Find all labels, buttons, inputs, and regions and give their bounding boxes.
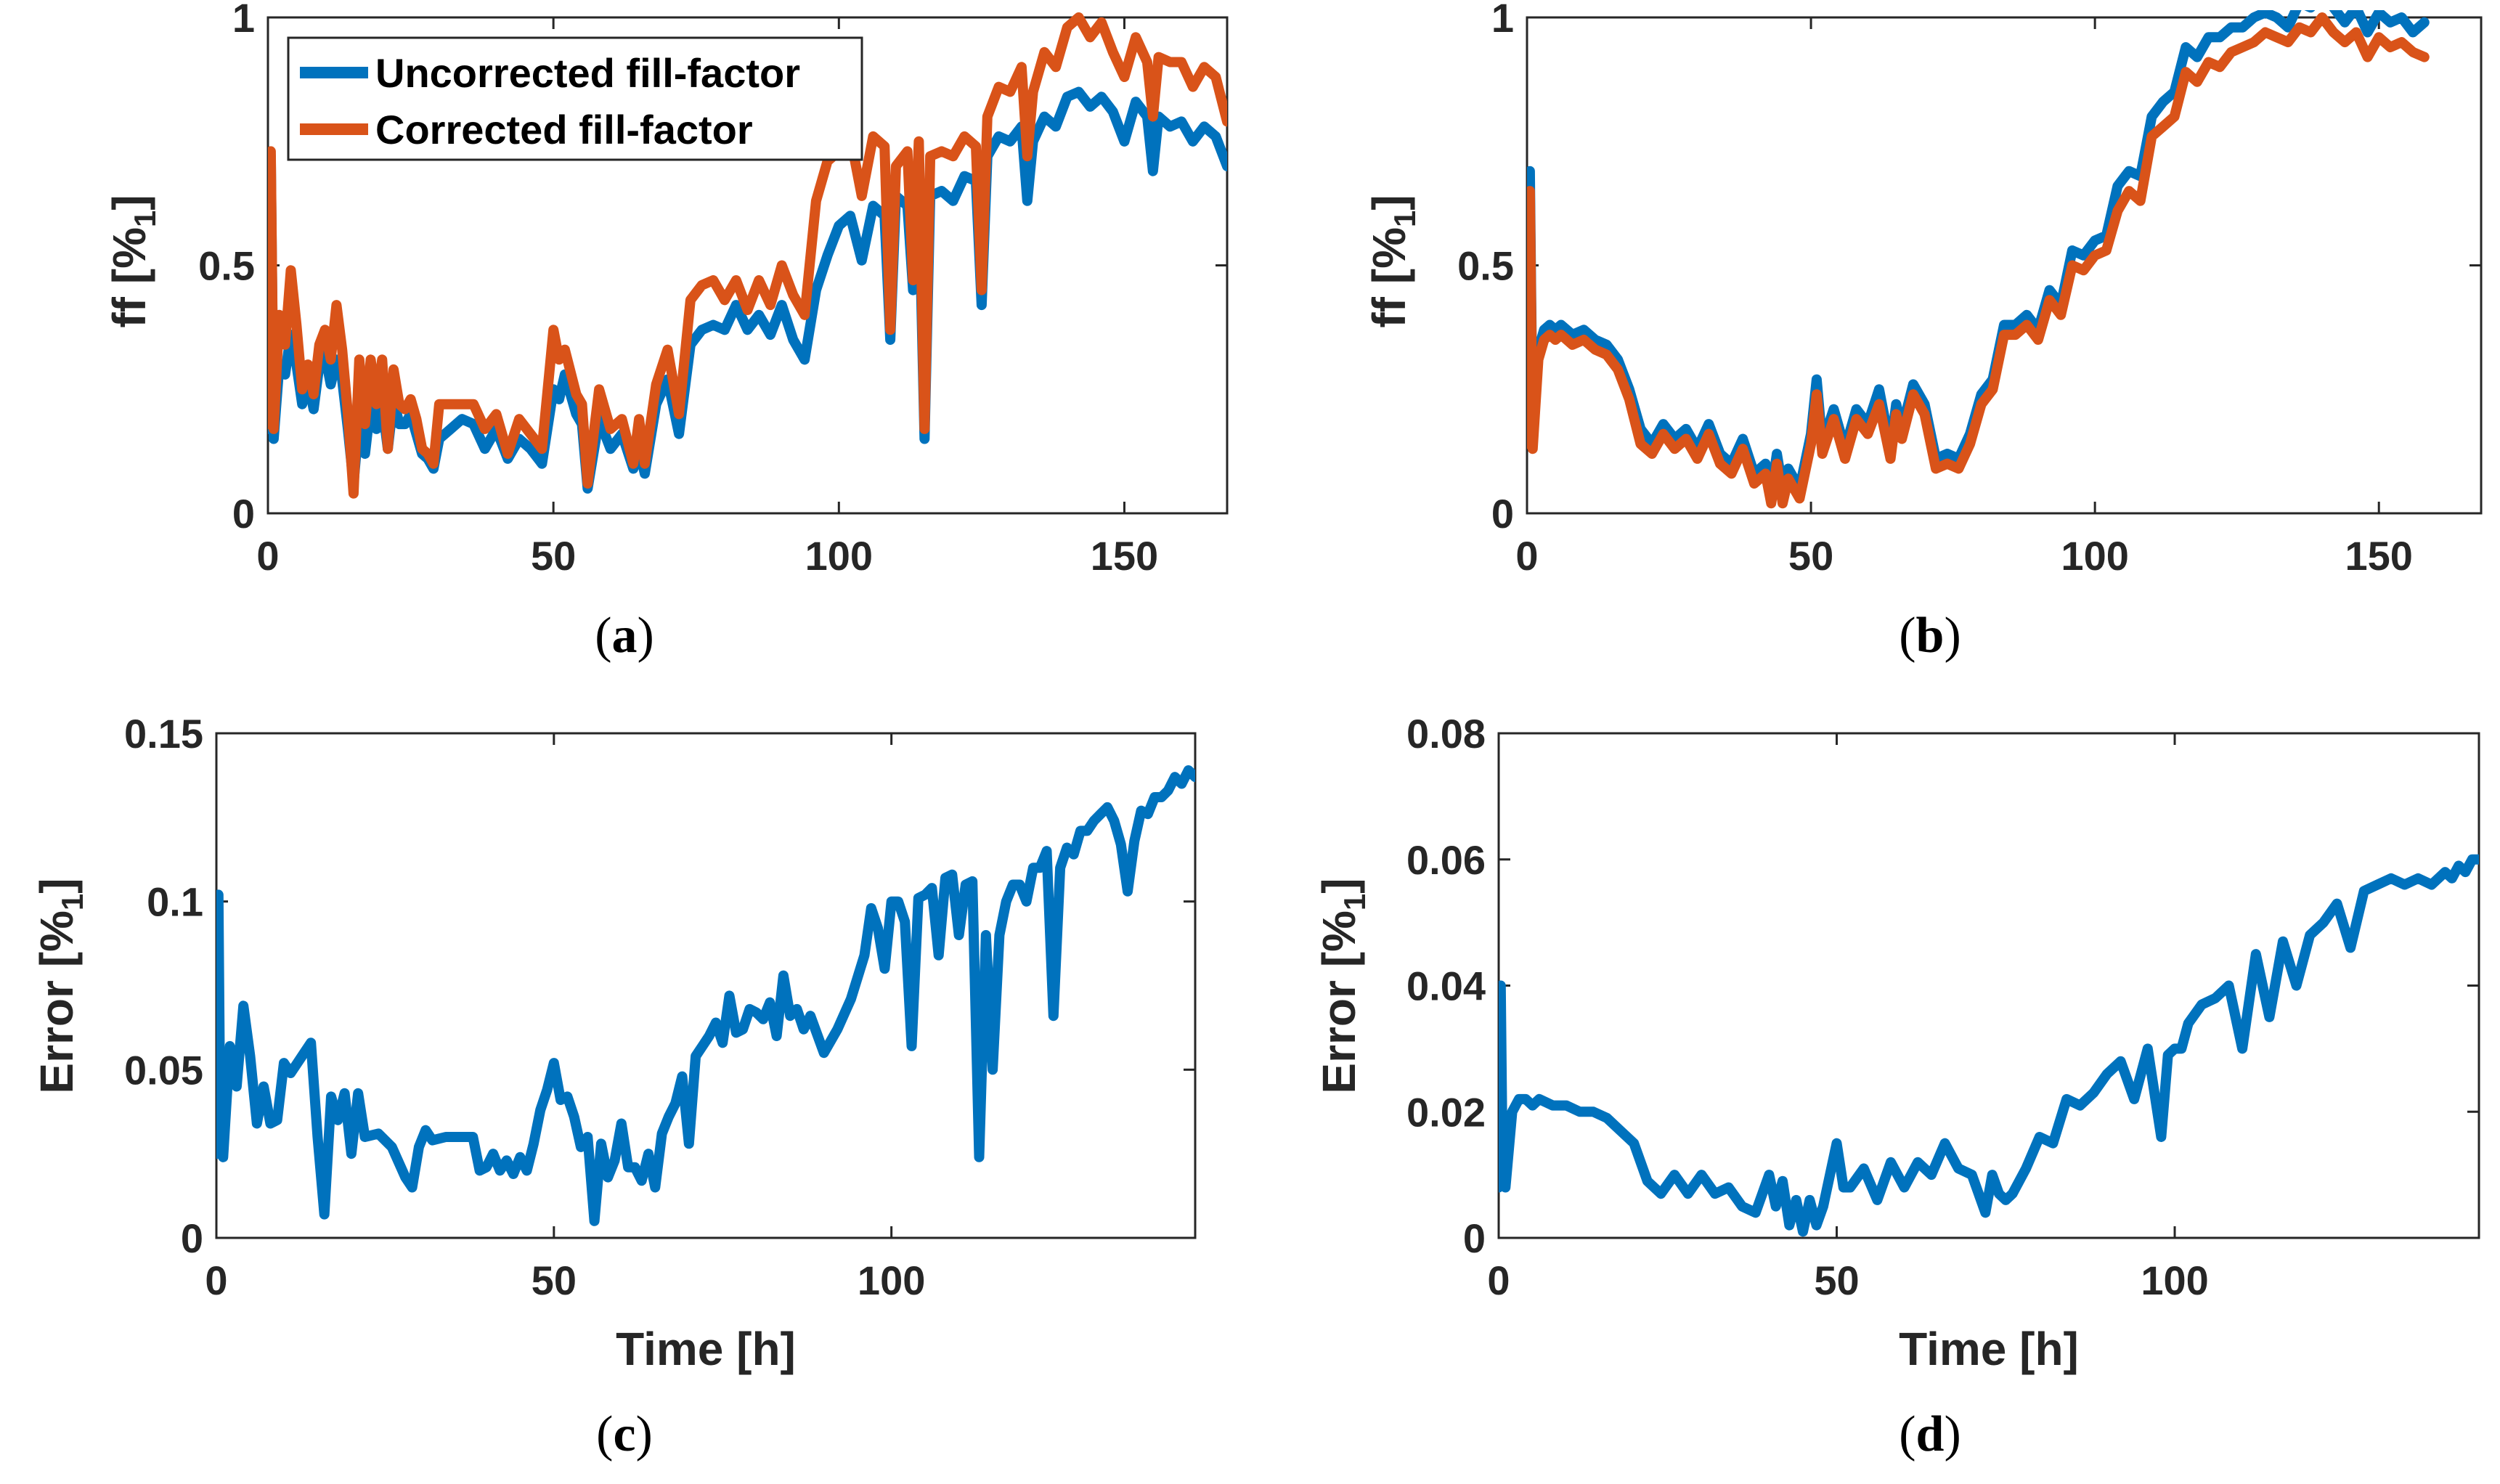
series-line-blue	[1499, 854, 2479, 1237]
y-tick-label: 0.15	[124, 711, 203, 757]
x-tick-label: 150	[1091, 533, 1158, 579]
y-axis-label: ff [%1]	[103, 195, 162, 327]
y-tick-label: 1	[1491, 0, 1514, 41]
y-tick-label: 0.1	[147, 879, 203, 925]
chart-panel-a: 0 50 100 150 0 0.5 1 ff [%1] (a) Uncorrected fill…	[103, 0, 1229, 664]
x-tick-label: 50	[1814, 1257, 1859, 1303]
chart-panel-b: 0 50 100 150 0 0.5 1 ff [%1] (b)	[1363, 0, 2483, 664]
series-line-blue	[216, 765, 1195, 1226]
panel-caption-a: (a)	[595, 608, 654, 664]
y-axis-label: Error [%1]	[30, 878, 89, 1093]
x-tick-label: 0	[205, 1257, 227, 1303]
x-axis-label: Time [h]	[616, 1323, 796, 1375]
y-tick-label: 0.08	[1406, 711, 1486, 757]
x-tick-label: 0	[1515, 533, 1538, 579]
y-tick-label: 0	[232, 491, 255, 537]
legend-label: Corrected fill-factor	[375, 107, 753, 152]
y-tick-label: 0.05	[124, 1047, 203, 1093]
x-tick-label: 0	[256, 533, 279, 579]
panel-caption-b: (b)	[1899, 608, 1961, 664]
chart-panel-c: 0 50 100 0 0.05 0.1 0.15 Error [%1] Time [h] (c)	[30, 711, 1197, 1462]
legend: Uncorrected fill-factor Corrected fill-fa…	[287, 36, 863, 161]
y-tick-label: 0	[1491, 491, 1514, 537]
x-tick-label: 50	[531, 533, 576, 579]
panel-caption-c: (c)	[596, 1406, 653, 1462]
y-axis-label: Error [%1]	[1313, 878, 1372, 1093]
y-tick-label: 0.5	[198, 243, 255, 289]
x-tick-label: 0	[1487, 1257, 1510, 1303]
x-tick-label: 100	[2141, 1257, 2208, 1303]
legend-box	[287, 36, 863, 161]
x-axis-label: Time [h]	[1899, 1323, 2079, 1375]
series-line-orange	[1527, 12, 2430, 509]
chart-panel-d: 0 50 100 0 0.02 0.04 0.06 0.08 Error [%1] Time [h…	[1313, 711, 2480, 1462]
x-tick-label: 100	[858, 1257, 925, 1303]
x-tick-label: 150	[2345, 533, 2412, 579]
y-tick-label: 0.5	[1457, 243, 1514, 289]
y-axis-label: ff [%1]	[1363, 195, 1422, 327]
x-tick-label: 100	[2061, 533, 2128, 579]
x-tick-label: 100	[805, 533, 873, 579]
x-tick-label: 50	[1788, 533, 1833, 579]
y-tick-label: 1	[232, 0, 255, 41]
x-tick-label: 50	[532, 1257, 577, 1303]
y-tick-label: 0	[181, 1215, 203, 1261]
series-line-orange	[268, 12, 1227, 499]
y-tick-label: 0	[1463, 1215, 1486, 1261]
panel-caption-d: (d)	[1899, 1406, 1961, 1462]
y-tick-label: 0.02	[1406, 1089, 1486, 1135]
y-tick-label: 0.06	[1406, 837, 1486, 883]
y-tick-label: 0.04	[1406, 963, 1486, 1009]
legend-label: Uncorrected fill-factor	[375, 50, 800, 96]
